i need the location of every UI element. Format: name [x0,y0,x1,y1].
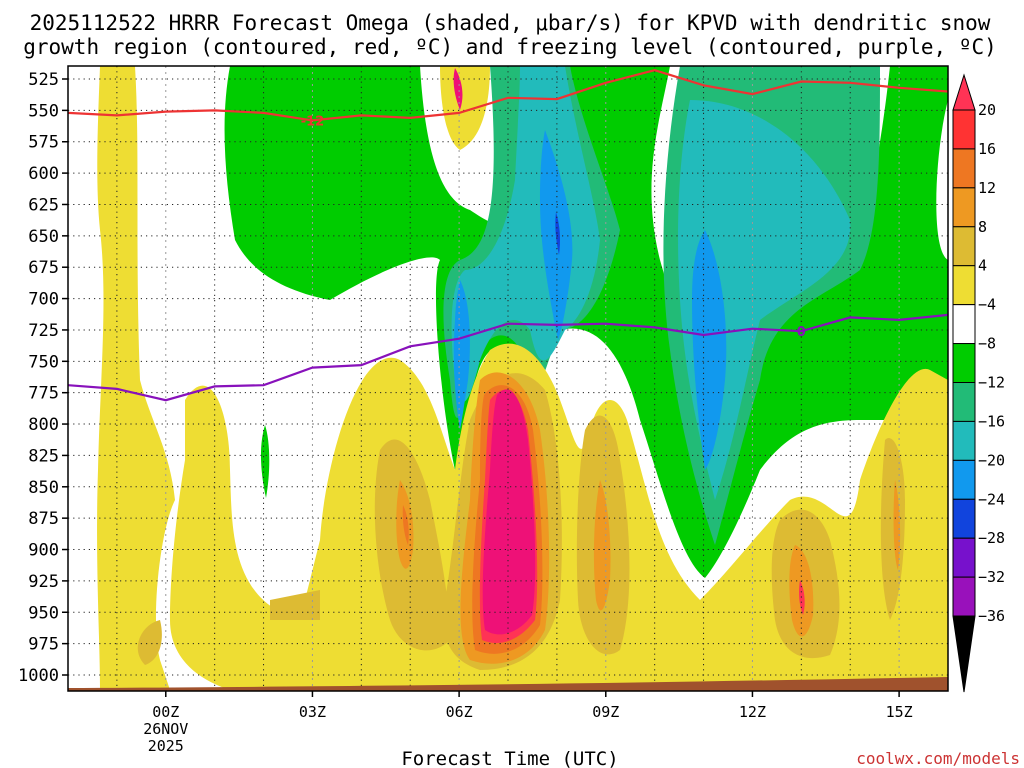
y-tick-label: 650 [28,227,59,247]
colorbar: 20 16 12 8 4 −4 −8 −12 −16 −20 −24 −28 −32 −36 [952,73,1005,693]
y-tick-label: 700 [28,290,59,310]
contour-line-0 [68,69,948,122]
colorbar-swatch [952,459,976,500]
x-tick-date: 26NOV [143,720,188,738]
colorbar-label: −12 [978,374,1005,392]
colorbar-label: −8 [978,335,996,353]
y-tick-label: 800 [28,415,59,435]
colorbar-label: −20 [978,451,1005,469]
colorbar-swatch-top [952,73,976,111]
y-tick-label: 900 [28,541,59,561]
colorbar-label: −36 [978,607,1005,625]
colorbar-swatch [952,420,976,461]
x-tick-label: 12Z [739,703,766,721]
y-tick-label: 575 [28,133,59,153]
colorbar-swatch [952,148,976,189]
colorbar-swatch-bottom [952,615,976,693]
y-tick-label: 825 [28,446,59,466]
colorbar-label: 16 [978,140,996,158]
omega-region-plus24 [453,68,536,635]
x-tick-label: 00Z [152,703,179,721]
colorbar-swatch [952,226,976,267]
colorbar-swatch [952,498,976,539]
colorbar-swatch [952,187,976,228]
y-tick-label: 975 [28,635,59,655]
omega-shading [97,66,948,690]
contour-label-1: 0 [797,325,806,340]
colorbar-label: 4 [978,257,987,275]
contour-line-1 [68,313,948,402]
contour-labels: -12 0 [301,114,806,340]
contour-lines [68,69,948,402]
colorbar-label: −32 [978,568,1005,586]
plot-frame [67,65,949,692]
y-tick-label: 925 [28,572,59,592]
colorbar-swatch [952,382,976,422]
x-tick-label: 03Z [299,703,326,721]
x-tick-label: 09Z [592,703,619,721]
y-tick-label: 550 [28,101,59,121]
y-tick-label: 600 [28,164,59,184]
contour-label-0: -12 [301,114,325,129]
x-tick-label: 15Z [886,703,913,721]
x-tick-label: 06Z [446,703,473,721]
y-tick-label: 850 [28,478,59,498]
colorbar-swatch [952,304,976,345]
y-tick-label: 625 [28,195,59,215]
colorbar-label: −4 [978,296,996,314]
y-tick-label: 875 [28,509,59,529]
y-tick-label: 725 [28,321,59,341]
colorbar-label: −28 [978,529,1005,547]
colorbar-label: −24 [978,490,1005,508]
chart-title: 2025112522 HRRR Forecast Omega (shaded, … [30,11,991,35]
y-tick-label: 750 [28,352,59,372]
x-tick-year: 2025 [148,737,184,755]
credit-text: coolwx.com/models [856,749,1020,768]
y-tick-label: 525 [28,70,59,90]
chart-title-line2: growth region (contoured, red, ºC) and f… [23,35,997,59]
y-tick-label: 1000 [18,666,59,686]
omega-region-minus4-left [224,66,948,578]
y-axis: 525 550 575 600 625 650 675 700 725 750 775 800 825 8… [18,70,68,686]
y-tick-label: 775 [28,384,59,404]
colorbar-label: 12 [978,179,996,197]
colorbar-label: 8 [978,218,987,236]
colorbar-swatch [952,576,976,617]
colorbar-swatch [952,265,976,306]
y-tick-label: 950 [28,603,59,623]
x-axis-label: Forecast Time (UTC) [401,748,618,768]
ground-surface [68,677,948,691]
colorbar-label: 20 [978,101,996,119]
colorbar-swatch [952,109,976,150]
colorbar-swatch [952,537,976,578]
colorbar-swatch [952,343,976,384]
y-tick-label: 675 [28,258,59,278]
colorbar-label: −16 [978,412,1005,430]
